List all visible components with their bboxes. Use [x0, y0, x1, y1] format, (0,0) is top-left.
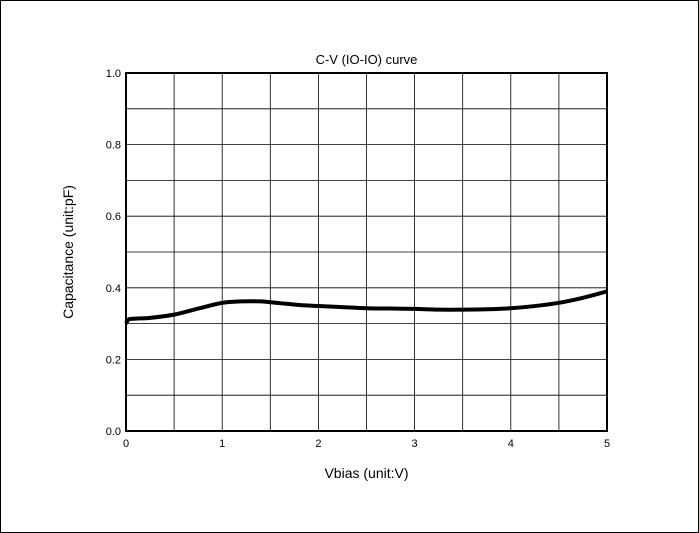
x-tick-label: 3	[412, 438, 418, 450]
y-tick-labels: 0.0 0.2 0.4 0.6 0.8 1.0	[106, 68, 121, 438]
y-tick-label: 0.6	[106, 211, 121, 223]
y-tick-label: 0.4	[106, 283, 121, 295]
x-tick-label: 1	[219, 438, 225, 450]
series-layer	[124, 289, 608, 325]
chart-title: C-V (IO-IO) curve	[316, 52, 418, 67]
x-tick-label: 5	[604, 438, 610, 450]
x-tick-label: 4	[508, 438, 514, 450]
y-tick-label: 1.0	[106, 68, 121, 80]
plot-area-border	[125, 72, 608, 432]
grid-lines	[126, 73, 607, 431]
y-axis-title: Capacitance (unit:pF)	[60, 185, 76, 319]
series-line-0	[124, 289, 608, 325]
y-tick-label: 0.0	[106, 426, 121, 438]
x-axis-title: Vbias (unit:V)	[324, 465, 408, 481]
x-tick-label: 0	[123, 438, 129, 450]
y-tick-label: 0.2	[106, 354, 121, 366]
x-tick-label: 2	[315, 438, 321, 450]
x-tick-labels: 0 1 2 3 4 5	[123, 438, 610, 450]
y-tick-label: 0.8	[106, 140, 121, 152]
